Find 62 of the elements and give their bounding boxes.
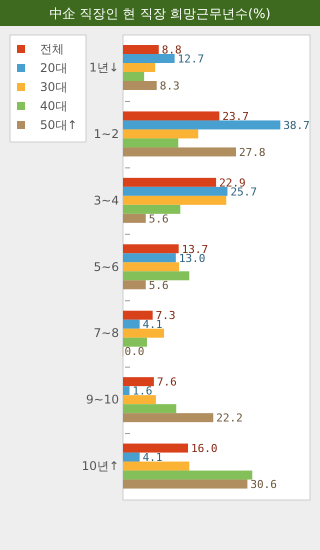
bar xyxy=(123,328,164,338)
legend-label: 50대↑ xyxy=(40,118,78,132)
bar xyxy=(123,452,140,462)
data-label: 38.7 xyxy=(283,118,310,132)
bar xyxy=(123,462,190,471)
bar xyxy=(123,404,176,414)
y-tick-label: 1~2 xyxy=(94,126,119,141)
data-label: 16.0 xyxy=(191,442,218,456)
data-label: 22.2 xyxy=(216,412,243,425)
bar xyxy=(123,320,140,329)
data-label: 1.6 xyxy=(132,384,152,398)
bar xyxy=(123,253,176,262)
bar xyxy=(123,480,248,489)
data-label: 5.6 xyxy=(148,212,169,226)
bar xyxy=(123,413,214,422)
data-label: 8.3 xyxy=(160,80,180,92)
bar xyxy=(123,54,175,63)
data-label: 0.0 xyxy=(124,345,144,358)
legend-label: 전체 xyxy=(40,42,64,56)
data-label: 12.7 xyxy=(178,52,204,66)
bar xyxy=(123,129,198,138)
data-label: 5.6 xyxy=(148,278,169,292)
bar xyxy=(123,196,226,205)
bar xyxy=(123,310,153,320)
data-label: 4.1 xyxy=(142,318,163,332)
chart-title: 中企 직장인 현 직장 희망근무년수(%) xyxy=(49,7,271,22)
bar xyxy=(123,444,188,453)
data-label: 27.8 xyxy=(239,146,266,159)
data-label: 7.6 xyxy=(156,376,177,389)
bar xyxy=(123,386,130,396)
bar xyxy=(123,120,280,130)
y-tick-label: 7~8 xyxy=(94,326,119,340)
bar xyxy=(123,45,159,54)
bar xyxy=(123,244,179,254)
bar xyxy=(123,214,146,223)
bar xyxy=(123,204,180,214)
bar xyxy=(123,395,156,404)
bar xyxy=(123,470,252,480)
bar xyxy=(123,111,220,120)
bar xyxy=(123,138,178,148)
bar xyxy=(123,271,190,280)
data-label: 30.6 xyxy=(250,478,277,492)
y-tick-label: 10년↑ xyxy=(82,459,119,474)
bar xyxy=(123,338,147,347)
bar xyxy=(123,72,144,81)
bar xyxy=(123,262,180,272)
bar xyxy=(123,147,236,156)
bar xyxy=(123,63,156,72)
legend-label: 40대 xyxy=(40,99,68,113)
legend-label: 30대 xyxy=(40,80,68,94)
data-label: 23.7 xyxy=(222,110,249,123)
legend-label: 20대 xyxy=(40,61,68,75)
data-label: 4.1 xyxy=(142,451,163,464)
bar xyxy=(123,186,228,196)
bar xyxy=(123,280,146,290)
y-tick-label: 5~6 xyxy=(94,260,119,274)
bar xyxy=(123,178,216,187)
y-tick-label: 1년↓ xyxy=(89,60,119,74)
y-tick-label: 9~10 xyxy=(86,392,119,407)
y-tick-label: 3~4 xyxy=(94,193,119,208)
bar xyxy=(123,377,154,386)
bar xyxy=(123,81,157,90)
